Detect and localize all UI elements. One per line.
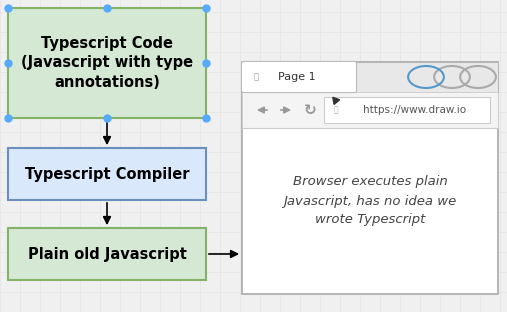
Text: https://www.draw.io: https://www.draw.io bbox=[364, 105, 466, 115]
Text: Typescript Code
(Javascript with type
annotations): Typescript Code (Javascript with type an… bbox=[21, 36, 193, 90]
FancyBboxPatch shape bbox=[324, 97, 490, 123]
FancyBboxPatch shape bbox=[8, 8, 206, 118]
FancyBboxPatch shape bbox=[241, 61, 356, 93]
FancyBboxPatch shape bbox=[8, 148, 206, 200]
Text: Plain old Javascript: Plain old Javascript bbox=[27, 246, 187, 261]
Text: ↻: ↻ bbox=[304, 103, 316, 118]
FancyBboxPatch shape bbox=[242, 62, 498, 294]
FancyBboxPatch shape bbox=[242, 92, 498, 128]
FancyBboxPatch shape bbox=[8, 228, 206, 280]
Text: Typescript Compiler: Typescript Compiler bbox=[25, 167, 189, 182]
Text: Browser executes plain
Javascript, has no idea we
wrote Typescript: Browser executes plain Javascript, has n… bbox=[283, 175, 457, 227]
Text: ⬜: ⬜ bbox=[254, 72, 259, 81]
FancyBboxPatch shape bbox=[242, 62, 498, 92]
Text: Page 1: Page 1 bbox=[278, 72, 316, 82]
Text: ⬜: ⬜ bbox=[334, 105, 338, 115]
